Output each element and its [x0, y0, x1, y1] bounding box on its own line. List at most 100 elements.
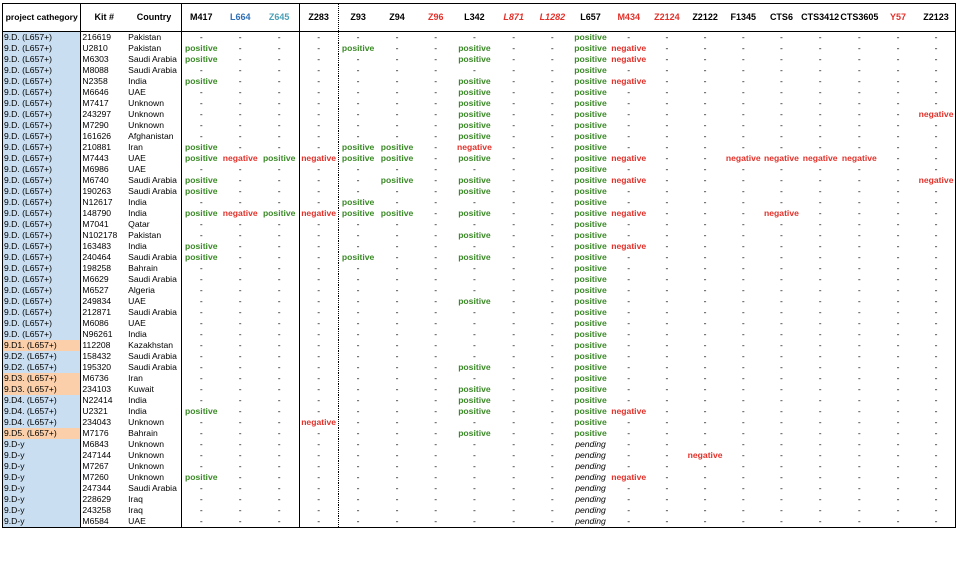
result-cell-z2123: - — [934, 197, 938, 207]
category-cell: 9.D. (L657+) — [2, 142, 82, 153]
result-cell-f1345: - — [741, 351, 745, 361]
result-cell-cts3412: - — [818, 87, 822, 97]
result-cell-l657: positive — [574, 65, 607, 75]
result-cell-z96: - — [434, 153, 438, 163]
result-cell-z645: - — [259, 285, 300, 296]
result-cell-z645: - — [259, 186, 300, 197]
result-cell-l342: - — [472, 373, 476, 383]
result-cell-z94: - — [395, 395, 399, 405]
result-cell-f1345: - — [741, 230, 745, 240]
result-cell-y57: - — [896, 241, 900, 251]
column-header-l664: L664 — [220, 3, 260, 32]
result-cell-z94: - — [395, 417, 399, 427]
result-cell-cts3605: - — [857, 505, 861, 515]
result-cell-z645: - — [259, 461, 300, 472]
result-cell-m417: - — [199, 65, 203, 75]
kit-number-cell: M7260 — [82, 472, 109, 482]
result-cell-z2123: - — [934, 329, 938, 339]
result-cell-l871: - — [512, 296, 516, 306]
result-cell-l1282: - — [550, 362, 554, 372]
result-cell-z96: - — [434, 296, 438, 306]
result-cell-l657: positive — [574, 373, 607, 383]
result-cell-z283: - — [299, 142, 339, 153]
result-cell-f1345: - — [741, 43, 745, 53]
result-cell-z645: - — [259, 219, 300, 230]
result-cell-cts6: - — [780, 428, 783, 438]
result-cell-z2123: - — [934, 340, 938, 350]
result-cell-cts3412: - — [818, 494, 822, 504]
table-row: 9.D. (L657+) 249834 UAE - - - - - - - positive - - po… — [2, 296, 956, 307]
result-cell-m417: positive — [185, 472, 218, 482]
result-cell-l871: - — [512, 483, 516, 493]
result-cell-z94: - — [395, 406, 399, 416]
result-cell-cts6: negative — [764, 153, 799, 163]
result-cell-z94: - — [395, 65, 399, 75]
result-cell-cts3412: - — [818, 483, 822, 493]
result-cell-l342: positive — [458, 175, 491, 185]
table-row: 9.D4. (L657+) U2321 India positive - - - - - - pos… — [2, 406, 956, 417]
category-cell: 9.D3. (L657+) — [2, 384, 82, 395]
result-cell-l657: positive — [574, 263, 607, 273]
result-cell-l342: - — [472, 461, 476, 471]
kit-number-cell: N2358 — [82, 76, 108, 86]
result-cell-z94: - — [395, 164, 399, 174]
result-cell-l1282: - — [550, 263, 554, 273]
result-cell-z96: - — [434, 450, 438, 460]
result-cell-z283: - — [299, 296, 339, 307]
kit-number-cell: M6086 — [82, 318, 109, 328]
result-cell-z2122: - — [703, 285, 707, 295]
result-cell-l657: positive — [574, 76, 607, 86]
result-cell-z96: - — [434, 307, 438, 317]
result-cell-cts3412: - — [818, 142, 822, 152]
result-cell-m434: - — [627, 461, 631, 471]
result-cell-z2122: negative — [687, 450, 723, 460]
result-cell-z2124: - — [665, 197, 669, 207]
table-row: 9.D. (L657+) 216619 Pakistan - - - - - - - - - - posi… — [2, 31, 956, 43]
result-cell-cts3605: - — [857, 241, 861, 251]
result-cell-m434: negative — [611, 43, 647, 53]
result-cell-z2123: - — [934, 516, 938, 526]
result-cell-y57: - — [896, 263, 900, 273]
result-cell-cts6: - — [780, 406, 783, 416]
result-cell-z645: - — [259, 65, 300, 76]
result-cell-m434: negative — [611, 241, 647, 251]
result-cell-z645: - — [259, 197, 300, 208]
result-cell-l1282: - — [550, 450, 554, 460]
result-cell-l664: - — [238, 384, 242, 394]
column-header-f1345: F1345 — [724, 3, 763, 32]
result-cell-f1345: - — [741, 197, 745, 207]
result-cell-y57: - — [896, 54, 900, 64]
category-cell: 9.D. (L657+) — [2, 43, 82, 54]
result-cell-m434: - — [627, 373, 631, 383]
result-cell-y57: - — [896, 329, 900, 339]
result-cell-m434: negative — [611, 76, 647, 86]
result-cell-z2122: - — [703, 406, 707, 416]
result-cell-l657: positive — [574, 153, 607, 163]
country-cell: Saudi Arabia — [127, 274, 182, 285]
country-cell: Pakistan — [127, 230, 182, 241]
result-cell-z283: - — [299, 164, 339, 175]
column-header-category: project cathegory — [2, 3, 82, 32]
result-cell-z2122: - — [703, 186, 707, 196]
result-cell-f1345: - — [741, 76, 745, 86]
column-header-z2122: Z2122 — [685, 3, 725, 32]
result-cell-m434: - — [627, 219, 631, 229]
result-cell-z645: - — [259, 109, 300, 120]
result-cell-f1345: - — [741, 395, 745, 405]
column-header-country: Country — [127, 3, 182, 32]
result-cell-z2124: - — [665, 153, 669, 163]
result-cell-z2122: - — [703, 362, 707, 372]
result-cell-z94: - — [395, 439, 399, 449]
result-cell-f1345: - — [741, 428, 745, 438]
result-cell-cts6: - — [780, 318, 783, 328]
result-cell-z2123: - — [934, 296, 938, 306]
result-cell-z93: - — [356, 340, 360, 350]
result-cell-cts3605: - — [857, 65, 861, 75]
result-cell-z96: - — [434, 186, 438, 196]
category-cell: 9.D-y — [2, 450, 82, 461]
result-cell-z94: - — [395, 43, 399, 53]
result-cell-z2122: - — [703, 263, 707, 273]
result-cell-l871: - — [512, 131, 516, 141]
result-cell-l1282: - — [550, 219, 554, 229]
result-cell-l1282: - — [550, 318, 554, 328]
